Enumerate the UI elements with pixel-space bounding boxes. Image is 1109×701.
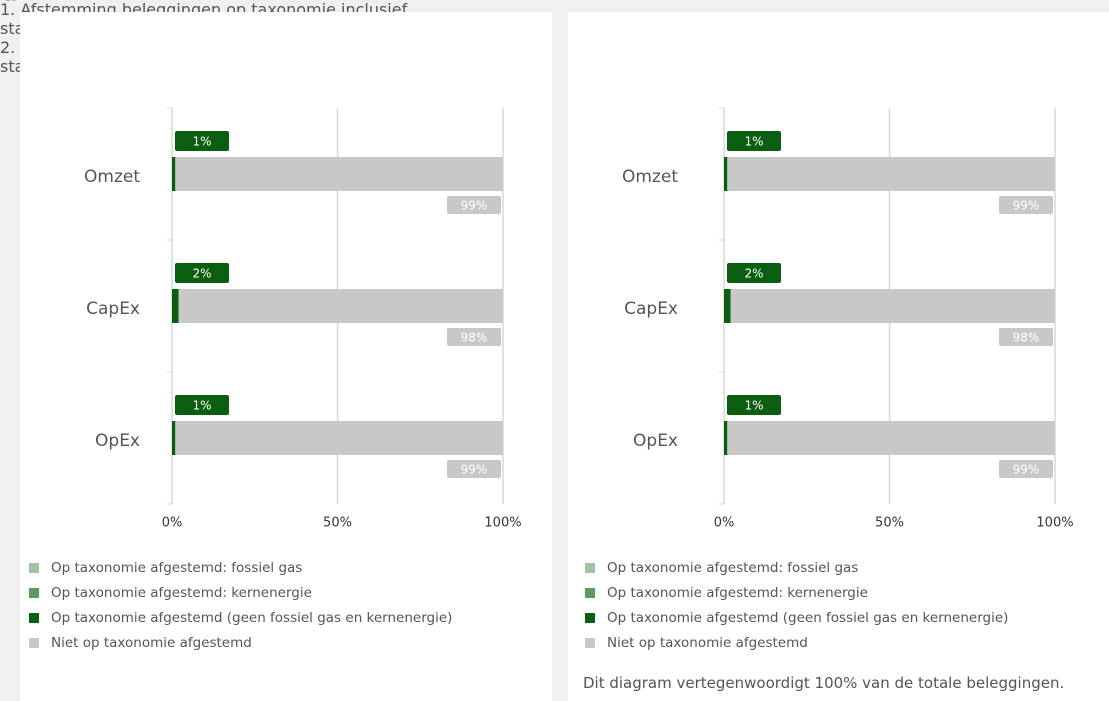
category-label: CapEx: [624, 299, 678, 319]
label-box: [999, 196, 1053, 214]
category-label: CapEx: [86, 299, 140, 319]
legend-label: Op taxonomie afgestemd (geen fossiel gas…: [51, 609, 453, 626]
legend-item: Op taxonomie afgestemd: kernenergie: [585, 580, 1008, 605]
page-number: 19: [4, 0, 18, 4]
bar-segment: [727, 421, 1055, 455]
legend-swatch: [29, 612, 39, 623]
x-tick-label: 100%: [1036, 516, 1073, 531]
card: [20, 12, 552, 701]
data-label: 99%: [461, 463, 488, 477]
category-label: OpEx: [95, 431, 140, 451]
card: [568, 12, 1109, 701]
label-box: [175, 395, 229, 415]
legend-label: Op taxonomie afgestemd: fossiel gas: [51, 559, 303, 576]
bar-segment: [172, 421, 176, 455]
label-box: [447, 328, 501, 346]
label-box: [999, 460, 1053, 478]
data-label: 2%: [192, 267, 211, 281]
data-label: 1%: [744, 135, 763, 149]
legend: Op taxonomie afgestemd: fossiel gas Op ta…: [29, 555, 452, 655]
x-tick-label: 0%: [714, 516, 735, 531]
bar-segment: [724, 289, 731, 323]
label-box: [999, 328, 1053, 346]
data-label: 98%: [461, 331, 488, 345]
data-label: 2%: [744, 267, 763, 281]
data-label: 98%: [1013, 331, 1040, 345]
legend: Op taxonomie afgestemd: fossiel gas Op ta…: [585, 555, 1008, 655]
label-box: [727, 263, 781, 283]
label-box: [175, 131, 229, 151]
data-label: 1%: [744, 399, 763, 413]
legend-item: Niet op taxonomie afgestemd: [585, 630, 1008, 655]
x-tick-label: 0%: [162, 516, 183, 531]
legend-label: Op taxonomie afgestemd: fossiel gas: [607, 559, 859, 576]
legend-swatch: [585, 637, 595, 648]
x-tick-label: 50%: [875, 516, 904, 531]
legend-swatch: [29, 587, 39, 598]
legend-label: Op taxonomie afgestemd (geen fossiel gas…: [607, 609, 1009, 626]
bar-segment: [724, 421, 728, 455]
bar-segment: [724, 157, 728, 191]
bar-segment: [172, 289, 179, 323]
legend-label: Niet op taxonomie afgestemd: [607, 634, 808, 651]
legend-swatch: [585, 612, 595, 623]
bar-segment: [727, 157, 1055, 191]
legend-item: Op taxonomie afgestemd: fossiel gas: [585, 555, 1008, 580]
bar-segment: [175, 157, 503, 191]
bar-segment: [172, 157, 176, 191]
label-box: [175, 263, 229, 283]
bar-segment: [730, 289, 1055, 323]
legend-swatch: [29, 637, 39, 648]
x-tick-label: 50%: [323, 516, 352, 531]
legend-label: Niet op taxonomie afgestemd: [51, 634, 252, 651]
x-tick-label: 100%: [484, 516, 521, 531]
legend-swatch: [585, 562, 595, 573]
legend-item: Op taxonomie afgestemd (geen fossiel gas…: [585, 605, 1008, 630]
legend-swatch: [585, 587, 595, 598]
label-box: [447, 460, 501, 478]
category-label: OpEx: [633, 431, 678, 451]
data-label: 99%: [461, 199, 488, 213]
label-box: [447, 196, 501, 214]
note: Dit diagram vertegenwoordigt 100% van de…: [583, 674, 1065, 692]
legend-label: Op taxonomie afgestemd: kernenergie: [51, 584, 312, 601]
category-label: Omzet: [84, 167, 140, 187]
label-box: [727, 395, 781, 415]
data-label: 99%: [1013, 199, 1040, 213]
legend-item: Op taxonomie afgestemd: fossiel gas: [29, 555, 452, 580]
bar-segment: [175, 421, 503, 455]
category-label: Omzet: [622, 167, 678, 187]
data-label: 1%: [192, 399, 211, 413]
data-label: 99%: [1013, 463, 1040, 477]
legend-item: Op taxonomie afgestemd (geen fossiel gas…: [29, 605, 452, 630]
label-box: [727, 131, 781, 151]
legend-item: Op taxonomie afgestemd: kernenergie: [29, 580, 452, 605]
legend-swatch: [29, 562, 39, 573]
legend-label: Op taxonomie afgestemd: kernenergie: [607, 584, 868, 601]
data-label: 1%: [192, 135, 211, 149]
legend-item: Niet op taxonomie afgestemd: [29, 630, 452, 655]
bar-segment: [178, 289, 503, 323]
